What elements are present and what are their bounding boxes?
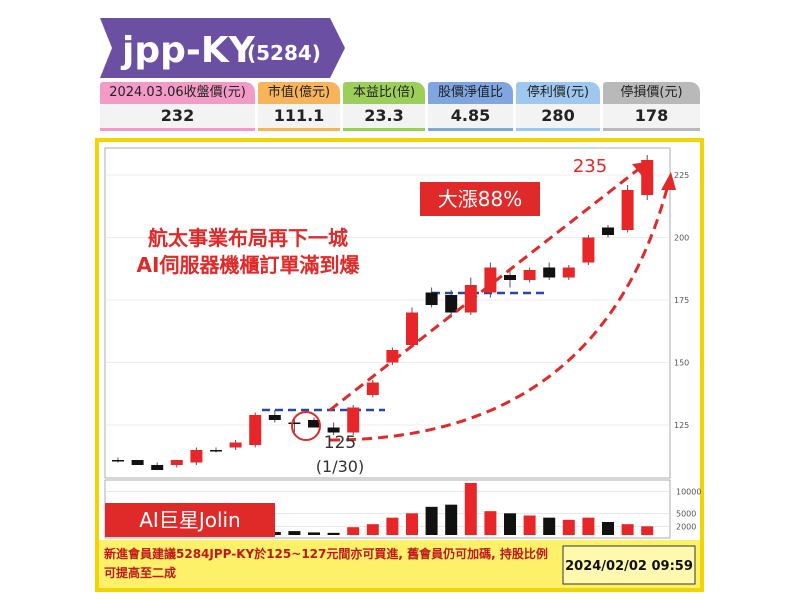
candle-body bbox=[229, 442, 242, 448]
y-tick-label: 200 bbox=[674, 234, 689, 243]
volume-bar bbox=[602, 522, 614, 535]
trend-curve bbox=[329, 184, 670, 442]
candle-body bbox=[366, 382, 379, 395]
stat: 2024.03.06收盤價(元) 232 bbox=[100, 82, 255, 131]
stock-code: (5284) bbox=[247, 41, 321, 65]
y-tick-label: 125 bbox=[674, 421, 689, 430]
volume-bar bbox=[366, 524, 379, 535]
badge-bg bbox=[105, 503, 275, 537]
volume-bar bbox=[406, 513, 418, 535]
price-panel bbox=[104, 147, 671, 479]
volume-bar bbox=[562, 519, 575, 535]
candle-body bbox=[190, 450, 203, 463]
candle-body bbox=[582, 237, 595, 263]
candle-body bbox=[288, 422, 301, 424]
candle-body bbox=[151, 465, 164, 470]
low-label: 125 bbox=[324, 433, 356, 453]
candle-body bbox=[249, 415, 262, 445]
candle-body bbox=[602, 227, 614, 235]
volume-bar bbox=[425, 506, 438, 535]
stat-value: 23.3 bbox=[343, 104, 425, 131]
candle-body bbox=[347, 407, 360, 433]
low-circle bbox=[291, 411, 321, 441]
candle-body bbox=[170, 460, 183, 465]
volume-bar bbox=[582, 517, 595, 535]
high-label: 235 bbox=[573, 156, 607, 177]
candle-body bbox=[308, 420, 320, 428]
stat: 停損價(元) 178 bbox=[603, 82, 700, 131]
candle-body bbox=[131, 460, 144, 465]
gain-label: 大漲88% bbox=[438, 187, 522, 211]
footer-time: 2024/02/02 09:59 bbox=[565, 559, 693, 574]
candle-body bbox=[425, 292, 438, 305]
stat: 股價淨值比 4.85 bbox=[428, 82, 513, 131]
volume-bar bbox=[504, 513, 516, 535]
arrow-head bbox=[661, 172, 676, 190]
stat-value: 4.85 bbox=[428, 104, 513, 131]
y-tick-label: 175 bbox=[674, 296, 689, 305]
candle-body bbox=[445, 295, 458, 313]
volume-bar bbox=[347, 527, 360, 535]
volume-bar bbox=[464, 483, 477, 535]
title: jpp-KY bbox=[120, 30, 256, 71]
volume-bar bbox=[288, 531, 301, 535]
volume-bar bbox=[621, 524, 634, 535]
stat-label: 本益比(倍) bbox=[343, 82, 425, 104]
footer-note: 新進會員建議5284JPP-KY於125~127元間亦可買進, 舊會員仍可加碼,… bbox=[104, 547, 548, 580]
trend-arrow bbox=[329, 166, 641, 412]
volume-bar bbox=[386, 517, 399, 535]
candle-body bbox=[621, 190, 634, 230]
candle-body bbox=[523, 270, 536, 280]
stat-value: 111.1 bbox=[258, 104, 340, 131]
y-tick-label: 150 bbox=[674, 359, 689, 368]
y-tick-label: 225 bbox=[674, 171, 689, 180]
time-box bbox=[562, 545, 696, 585]
title-banner bbox=[100, 18, 345, 78]
volume-bar bbox=[327, 532, 340, 535]
stat-value: 232 bbox=[100, 104, 255, 131]
candle-body bbox=[406, 312, 418, 345]
candle-body bbox=[562, 267, 575, 278]
badge: AI巨星Jolin bbox=[139, 508, 241, 532]
volume-bar bbox=[445, 504, 458, 535]
headline: AI伺服器機櫃訂單滿到爆 bbox=[137, 253, 361, 277]
volume-tick-label: 2000 bbox=[676, 522, 696, 531]
headline: 航太事業布局再下一城 bbox=[148, 226, 348, 250]
stat: 本益比(倍) 23.3 bbox=[343, 82, 425, 131]
stat-label: 股價淨值比 bbox=[428, 82, 513, 104]
volume-tick-label: 5000 bbox=[676, 509, 696, 518]
stat-label: 2024.03.06收盤價(元) bbox=[100, 82, 255, 104]
arrow-head bbox=[632, 162, 648, 176]
candle-body bbox=[112, 460, 124, 462]
stat-label: 停利價(元) bbox=[516, 82, 600, 104]
stat-label: 停損價(元) bbox=[603, 82, 700, 104]
stat-value: 280 bbox=[516, 104, 600, 131]
candle-body bbox=[504, 275, 516, 280]
volume-bar bbox=[523, 515, 536, 535]
gain-box bbox=[420, 182, 540, 216]
volume-tick-label: 10000 bbox=[676, 488, 701, 497]
candle-body bbox=[210, 450, 222, 452]
stat-label: 市值(億元) bbox=[258, 82, 340, 104]
candle-body bbox=[543, 267, 556, 278]
volume-bar bbox=[543, 517, 556, 535]
stat-value: 178 bbox=[603, 104, 700, 131]
candle-body bbox=[327, 427, 340, 433]
stat: 市值(億元) 111.1 bbox=[258, 82, 340, 131]
volume-bar bbox=[484, 511, 497, 535]
volume-bar bbox=[641, 526, 654, 535]
volume-bar bbox=[308, 532, 320, 535]
low-date: (1/30) bbox=[316, 457, 364, 476]
candle-body bbox=[268, 415, 281, 420]
stat: 停利價(元) 280 bbox=[516, 82, 600, 131]
